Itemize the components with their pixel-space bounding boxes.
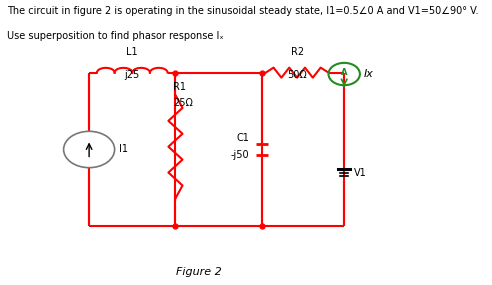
Text: Ix: Ix — [364, 69, 374, 79]
Text: Use superposition to find phasor response Iₓ: Use superposition to find phasor respons… — [7, 31, 223, 41]
Circle shape — [63, 131, 115, 168]
Text: 50Ω: 50Ω — [287, 70, 307, 80]
Text: 25Ω: 25Ω — [174, 98, 193, 108]
Text: L1: L1 — [126, 47, 138, 57]
Text: V1: V1 — [354, 168, 367, 178]
Text: A: A — [341, 68, 347, 77]
Text: The circuit in figure 2 is operating in the sinusoidal steady state, I1=0.5∠0 A : The circuit in figure 2 is operating in … — [7, 6, 478, 16]
Text: R1: R1 — [174, 82, 186, 92]
Text: -j50: -j50 — [231, 150, 249, 160]
Text: Figure 2: Figure 2 — [176, 267, 222, 277]
Text: R2: R2 — [291, 47, 304, 57]
Text: C1: C1 — [237, 133, 249, 143]
Text: I1: I1 — [119, 144, 127, 154]
Text: j25: j25 — [124, 70, 140, 80]
